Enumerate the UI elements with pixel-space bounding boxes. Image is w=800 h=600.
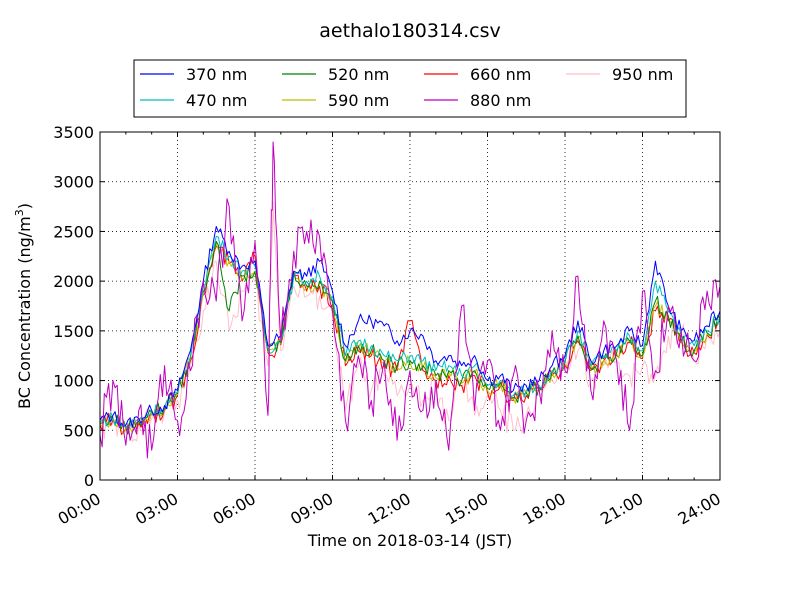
series-layer: [99, 141, 721, 459]
y-tick-label: 3500: [53, 123, 94, 142]
y-tick-label: 1500: [53, 322, 94, 341]
legend-box: [133, 59, 687, 118]
legend-label: 520 nm: [328, 65, 389, 84]
legend-label: 660 nm: [470, 65, 531, 84]
y-axis-label-superscript: 3: [13, 209, 26, 216]
y-tick-label: 0: [84, 471, 94, 490]
x-axis-label: Time on 2018-03-14 (JST): [307, 531, 512, 550]
y-tick-label: 2000: [53, 272, 94, 291]
y-tick-label: 3000: [53, 173, 94, 192]
legend-label: 470 nm: [186, 91, 247, 110]
legend-label: 590 nm: [328, 91, 389, 110]
grid: [100, 132, 720, 480]
legend-label: 880 nm: [470, 91, 531, 110]
chart-title: aethalo180314.csv: [319, 20, 501, 42]
y-tick-label: 2500: [53, 222, 94, 241]
series-line-880-nm: [99, 141, 721, 459]
legend: 370 nm 470 nm 520 nm 590 nm 660 nm 880 nm 950 …: [133, 59, 687, 118]
y-axis-label-main: BC Concentration (ng/m: [15, 216, 34, 409]
y-axis-label: BC Concentration (ng/m3): [13, 203, 34, 409]
y-axis-tick-labels: 0 500 1000 1500 2000 2500 3000 3500: [53, 123, 94, 490]
y-tick-label: 500: [63, 421, 94, 440]
y-axis-label-end: ): [15, 203, 34, 209]
y-tick-label: 1000: [53, 372, 94, 391]
series-line-950-nm: [99, 201, 721, 442]
legend-label: 370 nm: [186, 65, 247, 84]
axis-ticks: [99, 131, 721, 481]
series-line-470-nm: [99, 235, 721, 428]
series-line-520-nm: [99, 240, 721, 435]
legend-label: 950 nm: [612, 65, 673, 84]
